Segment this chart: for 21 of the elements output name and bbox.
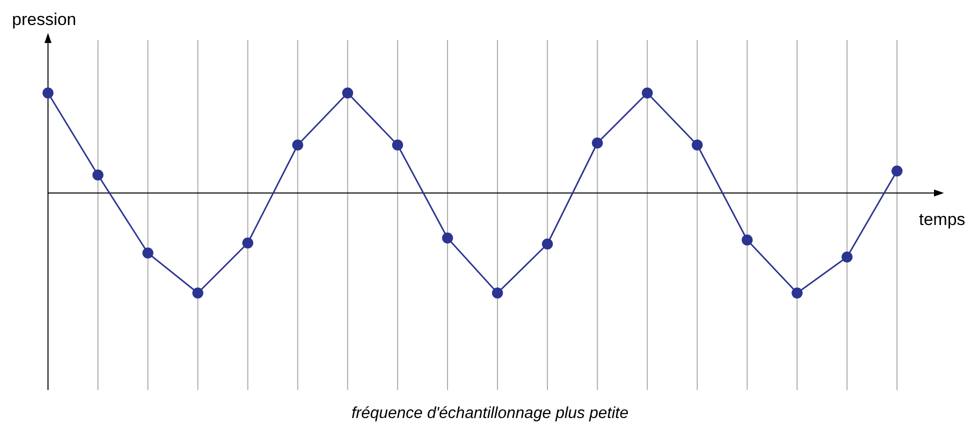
point [442,232,454,244]
x-axis-title: temps [919,210,966,229]
point [292,140,304,150]
point [192,288,204,298]
point [492,288,503,298]
point [92,170,104,180]
point [742,234,753,246]
point [842,252,853,262]
point [592,138,603,148]
point [542,238,553,250]
point [642,88,653,98]
point [142,248,154,258]
text: fréquence d'échantillonnage plus petite [351,405,629,422]
point [892,166,902,176]
point [692,140,703,150]
point [392,140,404,150]
point [242,238,254,248]
point [792,288,803,298]
point [42,88,54,98]
point [342,88,354,98]
y-axis-title: pression [12,10,76,29]
